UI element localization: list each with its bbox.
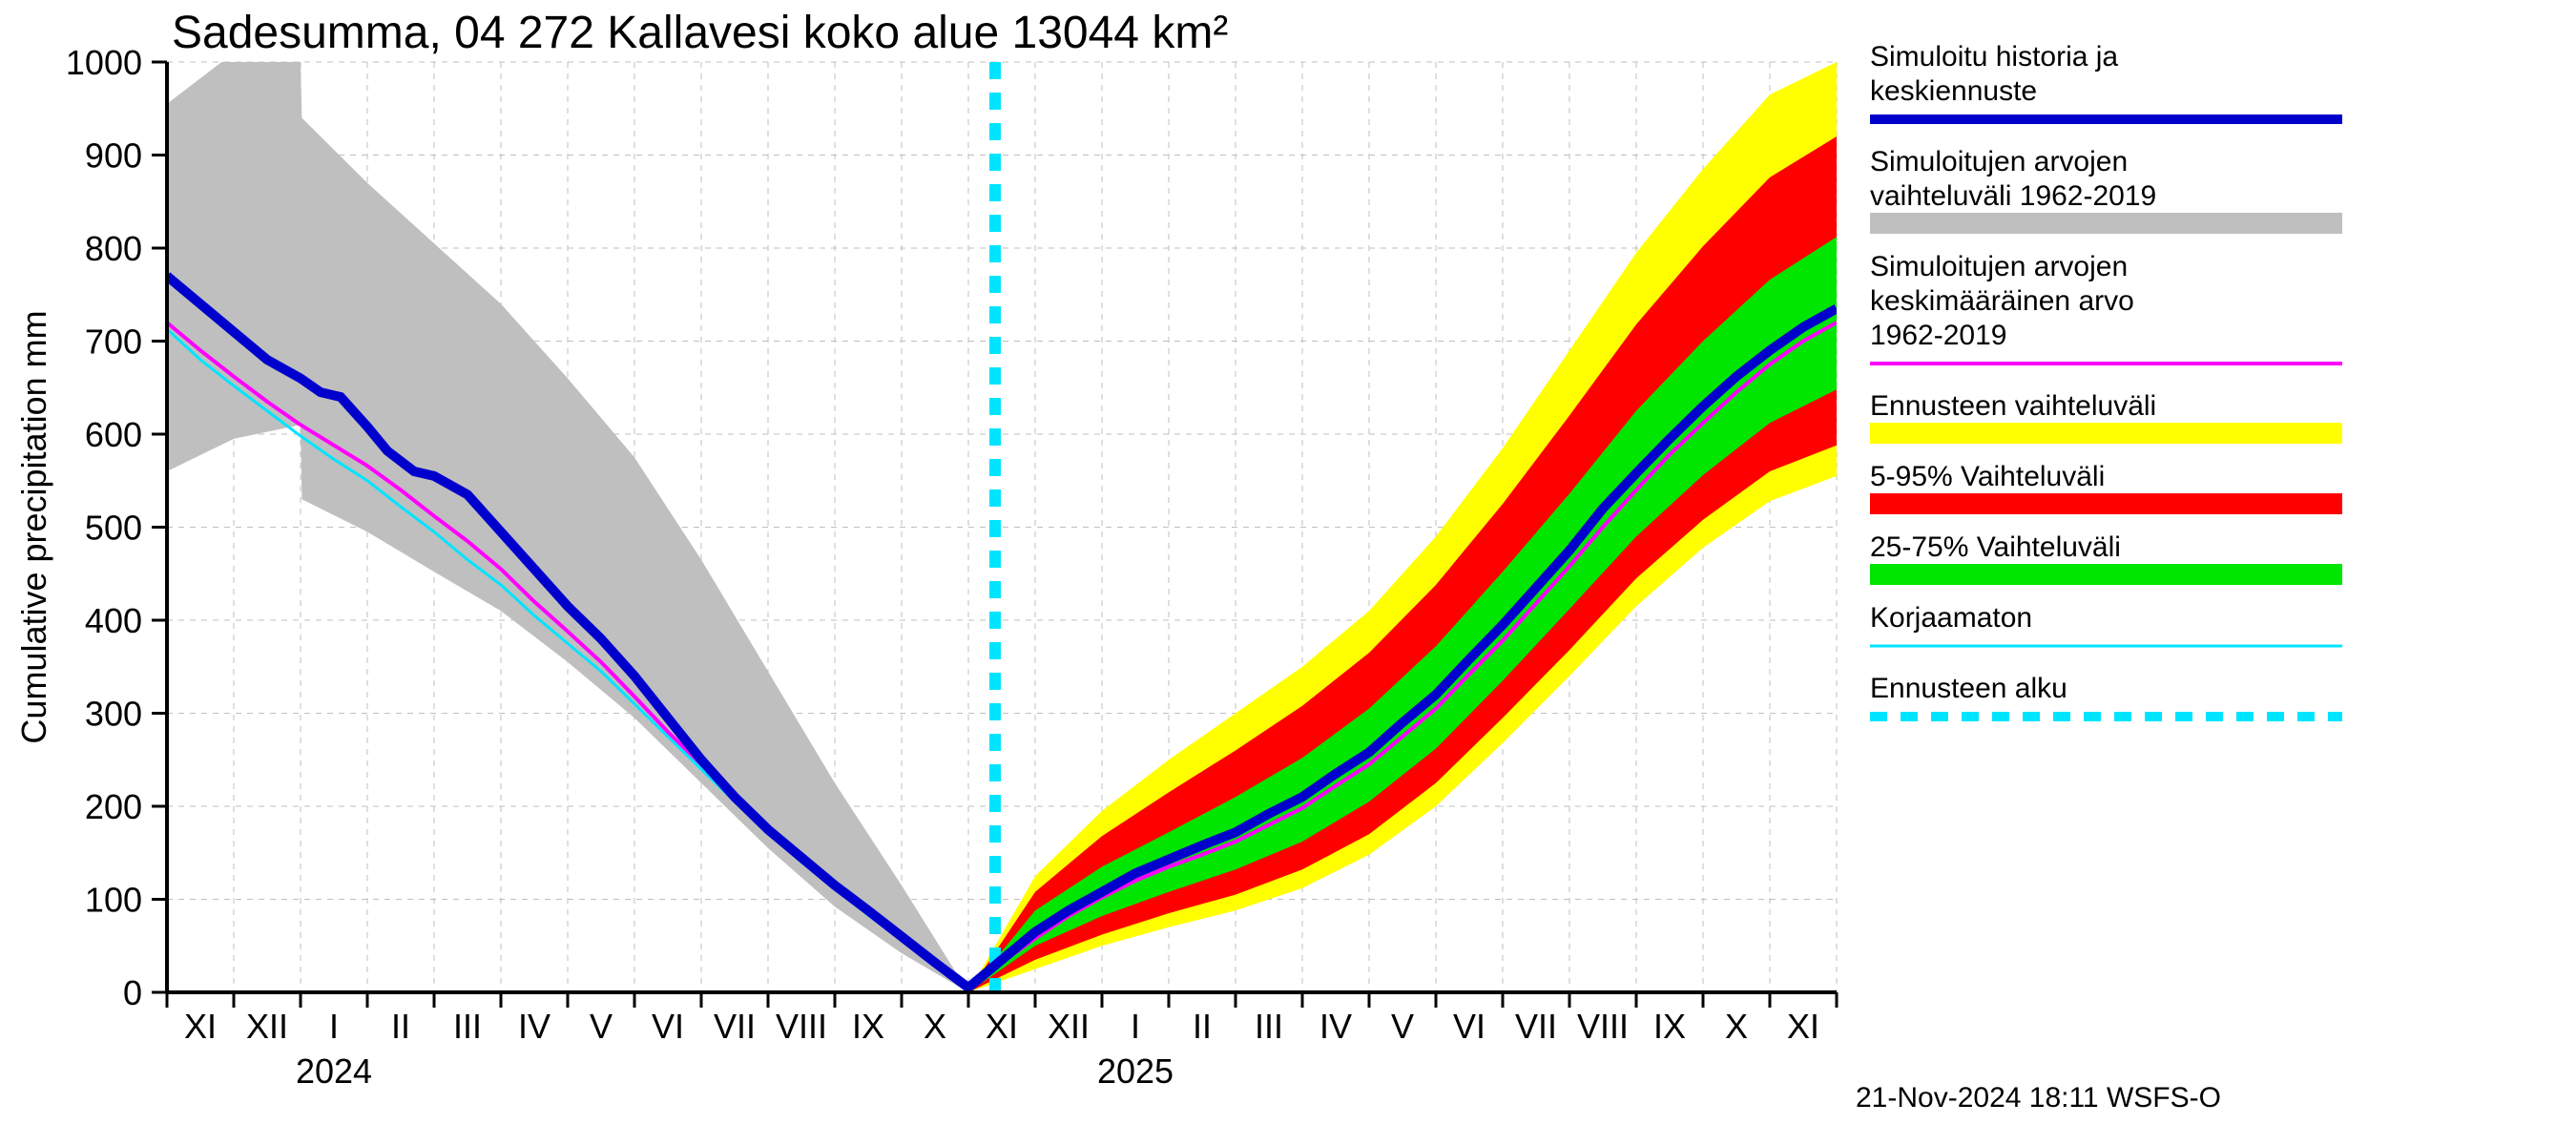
xtick-label: VI xyxy=(652,1007,684,1046)
xtick-label: II xyxy=(1193,1007,1212,1046)
ytick-label: 600 xyxy=(85,415,142,454)
xtick-label: IX xyxy=(1653,1007,1686,1046)
ytick-label: 100 xyxy=(85,881,142,920)
legend-label: Ennusteen vaihteluväli xyxy=(1870,390,2156,422)
xtick-label: III xyxy=(453,1007,482,1046)
ytick-label: 800 xyxy=(85,229,142,268)
xtick-label: VII xyxy=(714,1007,756,1046)
chart-svg: 01002003004005006007008009001000XIXIIIII… xyxy=(0,0,2576,1145)
band-red xyxy=(968,136,1837,992)
y-axis-label: Cumulative precipitation mm xyxy=(14,310,53,743)
legend-swatch xyxy=(1870,493,2342,514)
legend-label: Ennusteen alku xyxy=(1870,673,2067,704)
xtick-label: X xyxy=(1725,1007,1748,1046)
xtick-label: XI xyxy=(986,1007,1018,1046)
ytick-label: 500 xyxy=(85,509,142,548)
year-label: 2024 xyxy=(296,1051,372,1091)
legend-label: Simuloitu historia ja xyxy=(1870,41,2118,73)
legend-swatch xyxy=(1870,213,2342,234)
xtick-label: II xyxy=(391,1007,410,1046)
xtick-label: V xyxy=(590,1007,613,1046)
xtick-label: VIII xyxy=(1577,1007,1629,1046)
ytick-label: 0 xyxy=(123,973,142,1012)
legend-label: Simuloitujen arvojen xyxy=(1870,251,2128,282)
xtick-label: VII xyxy=(1515,1007,1557,1046)
xtick-label: IX xyxy=(852,1007,884,1046)
ytick-label: 300 xyxy=(85,695,142,734)
xtick-label: VIII xyxy=(776,1007,827,1046)
legend-label: vaihteluväli 1962-2019 xyxy=(1870,180,2156,212)
xtick-label: XI xyxy=(184,1007,217,1046)
ytick-label: 200 xyxy=(85,787,142,826)
legend-label: keskiennuste xyxy=(1870,75,2037,107)
legend-label: 5-95% Vaihteluväli xyxy=(1870,461,2105,492)
legend-label: keskimääräinen arvo xyxy=(1870,285,2134,317)
xtick-label: III xyxy=(1255,1007,1283,1046)
ytick-label: 1000 xyxy=(66,43,142,82)
legend-label: 25-75% Vaihteluväli xyxy=(1870,531,2121,563)
xtick-label: I xyxy=(329,1007,339,1046)
xtick-label: VI xyxy=(1453,1007,1485,1046)
ytick-label: 400 xyxy=(85,601,142,640)
legend-label: Korjaamaton xyxy=(1870,602,2032,634)
xtick-label: V xyxy=(1391,1007,1414,1046)
xtick-label: XII xyxy=(1048,1007,1090,1046)
chart-container: 01002003004005006007008009001000XIXIIIII… xyxy=(0,0,2576,1145)
xtick-label: X xyxy=(924,1007,946,1046)
xtick-label: IV xyxy=(518,1007,551,1046)
legend-swatch xyxy=(1870,423,2342,444)
xtick-label: XI xyxy=(1787,1007,1819,1046)
footer-text: 21-Nov-2024 18:11 WSFS-O xyxy=(1856,1082,2221,1114)
xtick-label: IV xyxy=(1319,1007,1352,1046)
xtick-label: I xyxy=(1131,1007,1140,1046)
ytick-label: 900 xyxy=(85,136,142,176)
xtick-label: XII xyxy=(246,1007,288,1046)
legend-swatch xyxy=(1870,564,2342,585)
ytick-label: 700 xyxy=(85,323,142,362)
year-label: 2025 xyxy=(1097,1051,1174,1091)
legend-label: Simuloitujen arvojen xyxy=(1870,146,2128,177)
legend-label: 1962-2019 xyxy=(1870,320,2006,351)
chart-title: Sadesumma, 04 272 Kallavesi koko alue 13… xyxy=(172,8,1228,58)
